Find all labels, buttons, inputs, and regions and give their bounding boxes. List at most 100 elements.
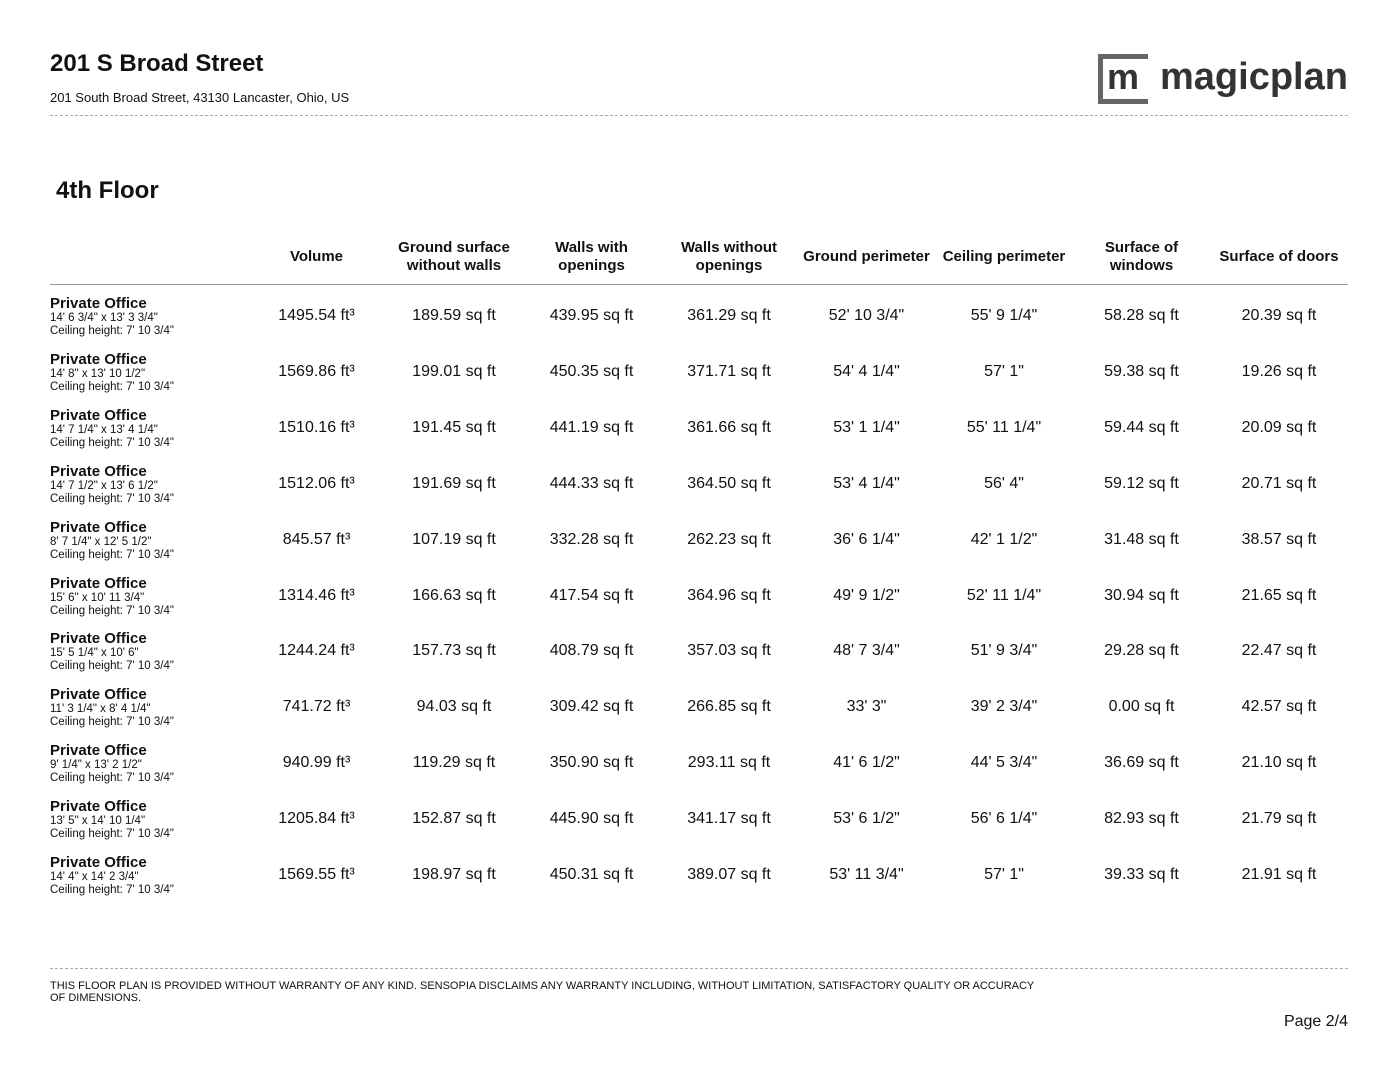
column-header: Volume: [289, 248, 344, 265]
logo-text: magicplan: [1160, 56, 1348, 98]
room-name: Private Office: [50, 518, 147, 536]
room-name: Private Office: [50, 350, 147, 368]
cell: 1244.24 ft³: [278, 642, 355, 660]
cell: 42' 1 1/2": [970, 530, 1038, 548]
cell: 19.26 sq ft: [1241, 362, 1317, 380]
cell: 21.10 sq ft: [1241, 754, 1317, 772]
floor-title: 4th Floor: [56, 177, 159, 204]
cell: 57' 1": [984, 866, 1024, 883]
cell: 199.01 sq ft: [412, 362, 496, 380]
cell: 1314.46 ft³: [278, 586, 355, 604]
column-header: Ground surface without walls: [398, 239, 510, 274]
cell: 20.71 sq ft: [1241, 474, 1317, 492]
cell: 350.90 sq ft: [549, 754, 634, 772]
cell: 198.97 sq ft: [412, 866, 496, 883]
cell: 341.17 sq ft: [687, 810, 771, 828]
page-number: Page 2/4: [1283, 1013, 1348, 1030]
disclaimer: THIS FLOOR PLAN IS PROVIDED WITHOUT WARR…: [50, 980, 1035, 1004]
cell: 364.96 sq ft: [687, 586, 771, 604]
cell: 441.19 sq ft: [549, 418, 634, 436]
room-dimensions: 14' 6 3/4" x 13' 3 3/4": [50, 312, 158, 324]
room-ceiling: Ceiling height: 7' 10 3/4": [50, 884, 174, 896]
cell: 166.63 sq ft: [412, 586, 496, 604]
cell: 55' 11 1/4": [966, 418, 1042, 436]
cell: 371.71 sq ft: [687, 362, 771, 380]
column-header: Surface of doors: [1219, 248, 1339, 265]
room-name: Private Office: [50, 742, 147, 760]
room-name: Private Office: [50, 295, 147, 312]
column-header: Walls with openings: [555, 239, 628, 274]
cell: 58.28 sq ft: [1104, 307, 1179, 324]
room-name: Private Office: [50, 406, 147, 424]
cell: 293.11 sq ft: [687, 754, 771, 772]
room-dimensions: 15' 5 1/4" x 10' 6": [50, 647, 139, 660]
column-header: Ceiling perimeter: [942, 248, 1066, 265]
cell: 56' 6 1/4": [970, 810, 1038, 828]
address: 201 South Broad Street, 43130 Lancaster,…: [50, 90, 350, 105]
cell: 52' 11 1/4": [966, 586, 1042, 604]
cell: 53' 11 3/4": [829, 866, 904, 883]
cell: 1510.16 ft³: [278, 418, 355, 436]
cell: 1569.86 ft³: [278, 362, 355, 380]
cell: 51' 9 3/4": [970, 642, 1038, 660]
cell: 157.73 sq ft: [412, 642, 496, 660]
cell: 107.19 sq ft: [412, 530, 496, 548]
cell: 49' 9 1/2": [833, 586, 900, 604]
cell: 191.45 sq ft: [412, 418, 496, 436]
cell: 22.47 sq ft: [1241, 642, 1317, 660]
cell: 52' 10 3/4": [828, 307, 905, 324]
room-name: Private Office: [50, 574, 147, 592]
cell: 33' 3": [846, 698, 887, 716]
cell: 38.57 sq ft: [1241, 530, 1317, 548]
cell: 361.29 sq ft: [687, 307, 771, 324]
cell: 31.48 sq ft: [1104, 530, 1179, 548]
cell: 59.12 sq ft: [1104, 474, 1179, 492]
divider: [50, 968, 1348, 969]
cell: 357.03 sq ft: [687, 642, 771, 660]
cell: 55' 9 1/4": [970, 307, 1038, 324]
cell: 266.85 sq ft: [687, 698, 771, 716]
cell: 21.65 sq ft: [1241, 586, 1317, 604]
logo-bracket: [1098, 54, 1148, 104]
room-name: Private Office: [50, 854, 147, 871]
cell: 450.31 sq ft: [549, 866, 634, 883]
cell: 191.69 sq ft: [412, 474, 496, 492]
room-dimensions: 14' 7 1/4" x 13' 4 1/4": [50, 423, 158, 436]
title: 201 S Broad Street: [50, 50, 264, 77]
room-dimensions: 11' 3 1/4" x 8' 4 1/4": [50, 703, 151, 716]
cell: 119.29 sq ft: [412, 754, 496, 772]
room-ceiling: Ceiling height: 7' 10 3/4": [50, 828, 174, 841]
cell: 450.35 sq ft: [549, 362, 634, 380]
cell: 444.33 sq ft: [549, 474, 634, 492]
cell: 48' 7 3/4": [833, 642, 900, 660]
room-ceiling: Ceiling height: 7' 10 3/4": [50, 380, 174, 393]
cell: 21.79 sq ft: [1241, 810, 1317, 828]
cell: 389.07 sq ft: [687, 866, 771, 883]
cell: 445.90 sq ft: [549, 810, 634, 828]
room-name: Private Office: [50, 686, 147, 704]
column-header: Surface of windows: [1104, 239, 1179, 274]
logo-mark: m: [1106, 56, 1139, 97]
cell: 361.66 sq ft: [687, 418, 771, 436]
header-rule: [50, 284, 1348, 285]
cell: 57' 1": [984, 362, 1024, 380]
room-name: Private Office: [50, 798, 147, 816]
cell: 1495.54 ft³: [278, 307, 355, 324]
cell: 30.94 sq ft: [1104, 586, 1179, 604]
cell: 1512.06 ft³: [278, 474, 355, 492]
room-ceiling: Ceiling height: 7' 10 3/4": [50, 325, 174, 337]
cell: 262.23 sq ft: [687, 530, 771, 548]
cell: 152.87 sq ft: [412, 810, 496, 828]
cell: 1205.84 ft³: [278, 810, 355, 828]
cell: 189.59 sq ft: [412, 307, 496, 324]
divider: [50, 115, 1348, 116]
cell: 82.93 sq ft: [1104, 810, 1179, 828]
cell: 20.09 sq ft: [1241, 418, 1317, 436]
cell: 41' 6 1/2": [833, 754, 900, 772]
cell: 59.38 sq ft: [1104, 362, 1179, 380]
cell: 44' 5 3/4": [970, 754, 1038, 772]
cell: 21.91 sq ft: [1241, 866, 1317, 883]
cell: 94.03 sq ft: [416, 698, 492, 716]
room-ceiling: Ceiling height: 7' 10 3/4": [50, 716, 174, 729]
